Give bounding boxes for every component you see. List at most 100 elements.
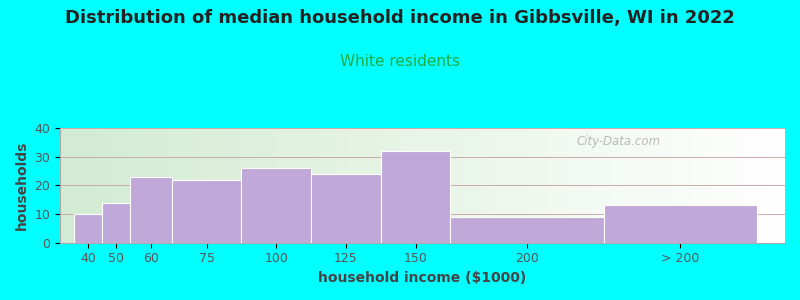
Bar — [567, 128, 573, 243]
Bar — [521, 128, 526, 243]
Bar — [318, 128, 322, 243]
Bar — [651, 128, 656, 243]
Bar — [517, 128, 522, 243]
Bar — [350, 128, 355, 243]
Bar — [644, 128, 649, 243]
Bar — [140, 128, 145, 243]
Bar — [74, 128, 80, 243]
Bar — [459, 128, 464, 243]
Bar — [647, 128, 652, 243]
Bar — [372, 128, 377, 243]
Bar — [209, 128, 214, 243]
Bar — [227, 128, 232, 243]
Bar — [143, 128, 149, 243]
Bar — [451, 128, 457, 243]
Bar — [727, 128, 732, 243]
Bar — [640, 128, 645, 243]
Bar — [381, 151, 450, 243]
Bar — [306, 128, 312, 243]
Bar — [289, 128, 294, 243]
Bar — [266, 128, 272, 243]
Bar — [398, 128, 402, 243]
Bar — [249, 128, 254, 243]
Bar — [190, 128, 196, 243]
Bar — [242, 168, 311, 243]
Bar — [82, 128, 87, 243]
Bar — [698, 128, 703, 243]
Bar — [571, 128, 576, 243]
Bar — [637, 128, 642, 243]
Bar — [169, 128, 174, 243]
Bar — [166, 128, 170, 243]
Bar — [183, 128, 188, 243]
Bar — [434, 128, 438, 243]
Bar — [669, 128, 674, 243]
Bar — [629, 128, 634, 243]
Bar — [622, 128, 627, 243]
Bar — [614, 128, 620, 243]
Bar — [303, 128, 308, 243]
Bar — [339, 128, 344, 243]
Bar — [474, 128, 478, 243]
Bar — [666, 128, 670, 243]
Bar — [379, 128, 384, 243]
Bar — [752, 128, 758, 243]
Bar — [683, 128, 689, 243]
Bar — [375, 128, 381, 243]
Bar — [60, 128, 65, 243]
Bar — [158, 128, 163, 243]
Bar — [154, 128, 159, 243]
Bar — [597, 128, 602, 243]
Bar — [604, 128, 609, 243]
Bar — [223, 128, 228, 243]
Bar — [607, 128, 613, 243]
Text: City-Data.com: City-Data.com — [576, 135, 660, 148]
Bar — [321, 128, 326, 243]
Bar — [67, 128, 73, 243]
Bar — [93, 128, 98, 243]
Bar — [513, 128, 518, 243]
Bar — [538, 128, 543, 243]
Bar — [477, 128, 482, 243]
Bar — [524, 128, 529, 243]
Bar — [133, 128, 138, 243]
Bar — [441, 128, 446, 243]
Bar — [564, 128, 569, 243]
Bar — [658, 128, 663, 243]
Bar — [626, 128, 630, 243]
Bar — [176, 128, 181, 243]
Bar — [408, 128, 413, 243]
Bar — [328, 128, 334, 243]
Bar — [194, 128, 199, 243]
Bar — [770, 128, 775, 243]
Bar — [111, 128, 116, 243]
Bar — [745, 128, 750, 243]
Bar — [546, 128, 551, 243]
Bar — [419, 128, 424, 243]
Bar — [676, 128, 682, 243]
Bar — [531, 128, 536, 243]
Bar — [198, 128, 203, 243]
Bar — [311, 174, 381, 243]
Bar — [450, 217, 604, 243]
Bar — [107, 128, 112, 243]
Bar — [495, 128, 500, 243]
Bar — [484, 128, 490, 243]
Bar — [687, 128, 692, 243]
Bar — [96, 128, 102, 243]
Bar — [535, 128, 540, 243]
Bar — [618, 128, 623, 243]
Bar — [510, 128, 514, 243]
Bar — [382, 128, 388, 243]
Bar — [415, 128, 420, 243]
Bar — [448, 128, 453, 243]
Bar — [738, 128, 743, 243]
Bar — [604, 206, 757, 243]
Bar — [394, 128, 398, 243]
Bar — [590, 128, 594, 243]
Text: Distribution of median household income in Gibbsville, WI in 2022: Distribution of median household income … — [65, 9, 735, 27]
Bar — [502, 128, 507, 243]
Bar — [147, 128, 152, 243]
Bar — [694, 128, 699, 243]
Bar — [296, 128, 301, 243]
